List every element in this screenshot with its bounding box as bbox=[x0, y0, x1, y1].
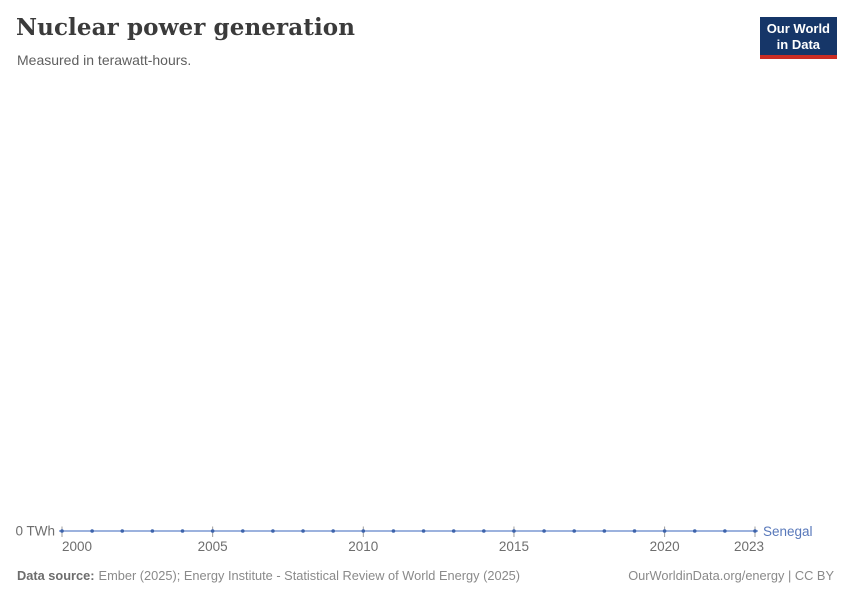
x-axis-tick-label: 2023 bbox=[734, 539, 764, 554]
data-point bbox=[723, 529, 727, 533]
data-point bbox=[210, 529, 215, 533]
data-point bbox=[180, 529, 185, 533]
data-point bbox=[632, 529, 637, 533]
chart-subtitle: Measured in terawatt-hours. bbox=[17, 52, 192, 68]
owid-logo-line1: Our World bbox=[766, 21, 830, 36]
data-point bbox=[271, 529, 275, 533]
data-point bbox=[662, 529, 667, 533]
data-point bbox=[602, 529, 607, 533]
owid-logo-line2: in Data bbox=[776, 36, 821, 52]
data-point bbox=[120, 529, 125, 533]
data-point bbox=[240, 529, 245, 533]
x-axis-tick-label: 2020 bbox=[650, 539, 680, 554]
data-source: Data source: Ember (2025); Energy Institu… bbox=[17, 568, 520, 583]
y-axis-label: 0 TWh bbox=[15, 524, 55, 539]
data-source-label: Data source: bbox=[17, 568, 95, 583]
data-point bbox=[451, 529, 456, 533]
data-point bbox=[150, 529, 155, 533]
data-point bbox=[542, 529, 546, 533]
license-link[interactable]: OurWorldinData.org/energy | CC BY bbox=[628, 568, 834, 583]
chart-footer: Data source: Ember (2025); Energy Institu… bbox=[0, 568, 850, 583]
data-point bbox=[90, 529, 94, 533]
data-point bbox=[482, 529, 486, 533]
data-point bbox=[421, 529, 426, 533]
data-point bbox=[60, 529, 64, 533]
data-point bbox=[301, 529, 305, 533]
data-point bbox=[572, 529, 577, 533]
x-axis-tick-label: 2005 bbox=[198, 539, 228, 554]
entity-label: Senegal bbox=[763, 524, 813, 539]
x-axis-tick-label: 2015 bbox=[499, 539, 529, 554]
data-point bbox=[512, 529, 516, 533]
data-point bbox=[391, 529, 396, 533]
data-point bbox=[692, 529, 697, 533]
data-point bbox=[331, 529, 335, 533]
data-point bbox=[753, 529, 757, 533]
x-axis-tick-label: 2010 bbox=[348, 539, 378, 554]
chart-title: Nuclear power generation bbox=[16, 14, 356, 41]
data-source-text: Ember (2025); Energy Institute - Statist… bbox=[98, 568, 521, 583]
x-axis-tick-label: 2000 bbox=[62, 539, 92, 554]
data-point bbox=[361, 529, 366, 533]
owid-logo[interactable]: Our World in Data bbox=[759, 17, 837, 59]
